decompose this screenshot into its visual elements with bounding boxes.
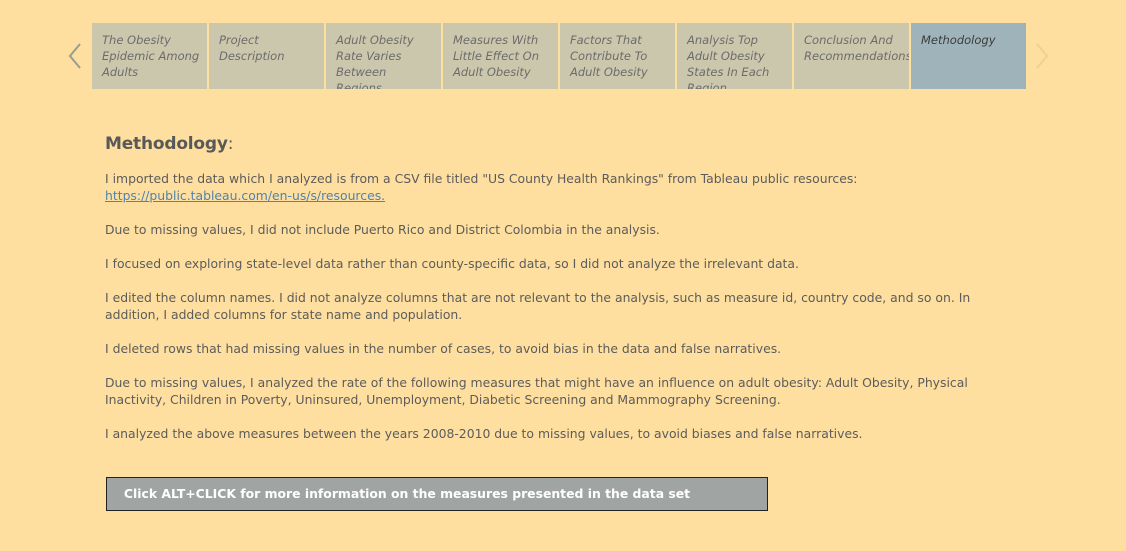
tableau-resources-link[interactable]: https://public.tableau.com/en-us/s/resou… bbox=[105, 188, 386, 203]
state-level-paragraph: I focused on exploring state-level data … bbox=[105, 256, 799, 271]
story-point-conclusion[interactable]: Conclusion And Recommendations bbox=[794, 23, 909, 89]
story-point-methodology[interactable]: Methodology bbox=[911, 23, 1026, 89]
chevron-left-icon bbox=[66, 40, 84, 72]
data-source-paragraph: I imported the data which I analyzed is … bbox=[105, 171, 858, 203]
measures-paragraph: Due to missing values, I analyzed the ra… bbox=[105, 375, 968, 407]
story-point-obesity-epidemic[interactable]: The Obesity Epidemic Among Adults bbox=[92, 23, 207, 89]
chevron-right-icon bbox=[1033, 40, 1051, 72]
story-point-project-description[interactable]: Project Description bbox=[209, 23, 324, 89]
story-point-regional-obesity-rate[interactable]: Adult Obesity Rate Varies Between Region… bbox=[326, 23, 441, 89]
previous-story-point-button[interactable] bbox=[66, 40, 84, 72]
column-edits-paragraph: I edited the column names. I did not ana… bbox=[105, 290, 971, 322]
next-story-point-button[interactable] bbox=[1033, 40, 1051, 72]
story-point-contributing-factors[interactable]: Factors That Contribute To Adult Obesity bbox=[560, 23, 675, 89]
years-paragraph: I analyzed the above measures between th… bbox=[105, 426, 863, 441]
page-title: Methodology: bbox=[105, 134, 234, 154]
more-information-button[interactable]: Click ALT+CLICK for more information on … bbox=[106, 477, 768, 511]
methodology-text-box: Methodology: I imported the data which I… bbox=[105, 134, 1005, 459]
story-point-little-effect-measures[interactable]: Measures With Little Effect On Adult Obe… bbox=[443, 23, 558, 89]
deleted-rows-paragraph: I deleted rows that had missing values i… bbox=[105, 341, 782, 356]
story-point-top-states-analysis[interactable]: Analysis Top Adult Obesity States In Eac… bbox=[677, 23, 792, 89]
missing-values-paragraph: Due to missing values, I did not include… bbox=[105, 222, 660, 237]
story-point-navigator: The Obesity Epidemic Among Adults Projec… bbox=[92, 23, 1026, 89]
